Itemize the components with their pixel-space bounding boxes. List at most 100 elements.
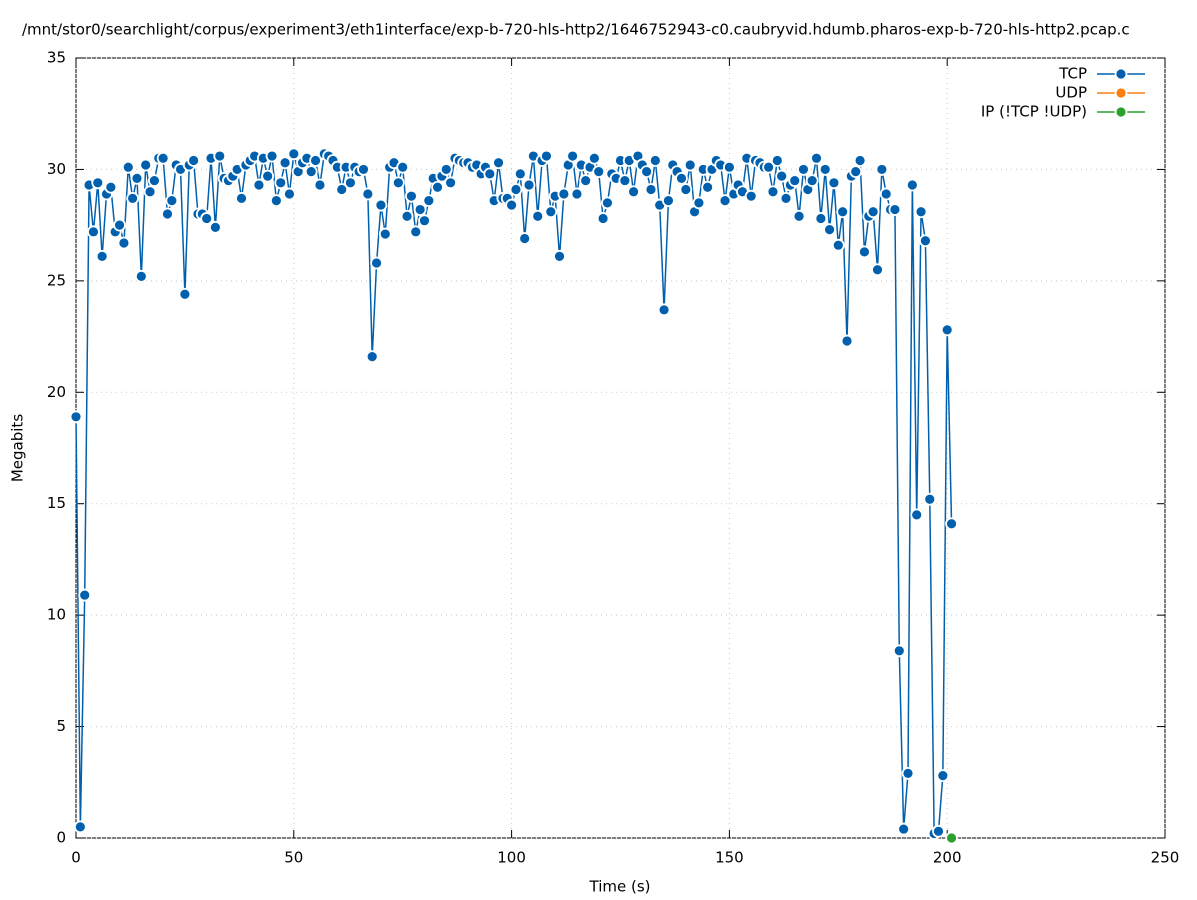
data-point	[762, 160, 776, 174]
data-point	[788, 174, 802, 187]
data-point	[723, 160, 736, 174]
data-point	[269, 194, 283, 208]
data-point	[840, 334, 854, 348]
data-point	[235, 191, 248, 205]
data-point	[544, 205, 558, 219]
data-point	[200, 212, 214, 225]
data-point	[165, 194, 179, 208]
data-point	[627, 185, 640, 199]
data-point	[309, 154, 322, 167]
data-point	[775, 169, 789, 183]
data-point	[679, 183, 693, 196]
data-point	[130, 171, 144, 185]
data-point	[161, 207, 174, 221]
data-point	[932, 824, 945, 838]
legend-label: TCP	[1058, 65, 1087, 83]
x-tick-label: 250	[1151, 849, 1180, 867]
x-tick-label: 0	[71, 849, 81, 867]
data-point	[853, 154, 867, 167]
data-point	[553, 249, 566, 263]
data-point	[522, 178, 536, 192]
data-point	[779, 191, 793, 205]
data-point	[875, 163, 889, 176]
y-tick-label: 15	[47, 494, 66, 512]
data-point	[391, 176, 405, 190]
data-point	[413, 203, 427, 216]
data-point	[444, 176, 458, 190]
data-point	[431, 180, 444, 194]
data-point	[208, 220, 222, 234]
data-point	[509, 183, 523, 196]
data-point	[518, 232, 532, 245]
data-point	[187, 154, 201, 167]
data-point	[644, 183, 658, 196]
data-point	[143, 185, 157, 199]
data-point	[892, 644, 906, 658]
data-point	[901, 766, 915, 780]
data-point	[213, 149, 227, 163]
data-point	[265, 149, 279, 163]
y-tick-label: 35	[47, 49, 66, 67]
data-point	[936, 769, 950, 782]
data-point	[945, 517, 958, 531]
data-point	[104, 180, 118, 194]
data-point	[148, 174, 161, 187]
data-point	[640, 165, 654, 179]
data-point	[261, 169, 275, 183]
data-point	[827, 176, 841, 190]
data-point	[596, 212, 610, 225]
data-point	[579, 174, 593, 187]
data-point	[313, 178, 327, 192]
data-point	[400, 209, 414, 223]
data-point	[69, 410, 83, 424]
y-tick-label: 0	[56, 829, 66, 847]
y-axis-label: Megabits	[9, 414, 27, 482]
x-tick-label: 150	[715, 849, 744, 867]
data-point	[274, 176, 288, 190]
legend-marker	[1114, 67, 1128, 81]
data-point	[287, 147, 301, 161]
data-point	[335, 183, 349, 196]
data-point	[910, 508, 924, 522]
data-point	[113, 218, 126, 232]
legend-label: UDP	[1055, 84, 1087, 102]
data-point	[409, 225, 423, 239]
data-point	[914, 205, 928, 219]
data-point	[370, 256, 383, 270]
data-point	[566, 149, 579, 163]
chart-title: /mnt/stor0/searchlight/corpus/experiment…	[22, 21, 1130, 39]
data-point	[439, 163, 453, 176]
data-point	[557, 187, 571, 201]
data-point	[905, 178, 919, 192]
data-point	[117, 236, 131, 250]
data-point	[492, 156, 505, 170]
x-axis-label: Time (s)	[589, 878, 651, 896]
data-point	[91, 176, 105, 190]
data-point	[540, 149, 553, 163]
series-line	[75, 152, 953, 835]
y-tick-label: 10	[47, 606, 66, 624]
legend-marker	[1114, 105, 1128, 119]
data-point	[178, 287, 192, 301]
data-point	[701, 180, 715, 194]
data-point	[95, 249, 109, 263]
data-point	[283, 187, 296, 201]
data-point	[923, 492, 937, 506]
legend-marker	[1114, 86, 1128, 100]
data-point	[134, 269, 148, 283]
data-point	[505, 198, 519, 212]
legend-label: IP (!TCP !UDP)	[981, 103, 1087, 121]
data-point	[866, 205, 880, 219]
data-point	[378, 227, 392, 241]
data-point	[879, 187, 893, 201]
data-point	[919, 234, 932, 248]
data-point	[836, 205, 850, 219]
data-point	[945, 831, 958, 845]
data-point	[858, 245, 871, 259]
data-point	[718, 194, 732, 208]
data-point	[814, 212, 828, 225]
data-point	[888, 203, 902, 216]
data-point	[823, 223, 836, 237]
data-point	[357, 163, 370, 176]
